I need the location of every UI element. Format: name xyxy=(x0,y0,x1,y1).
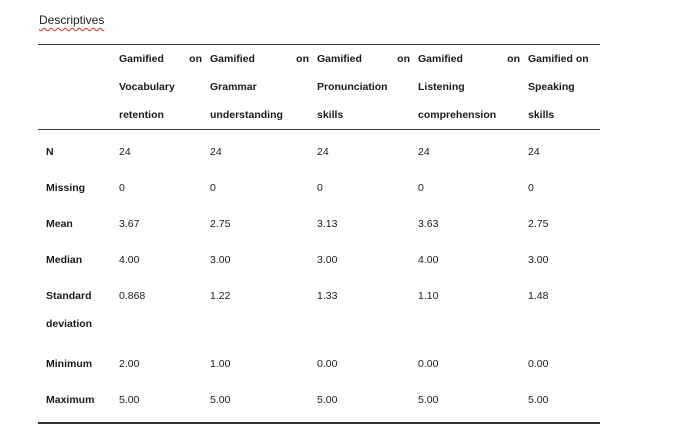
table-cell: 24 xyxy=(210,146,222,158)
row-label: Mean xyxy=(46,218,73,230)
table-cell: 0.868 xyxy=(119,290,146,302)
header-line: retention xyxy=(119,109,164,121)
header-corner xyxy=(38,44,111,130)
table-cell: 24 xyxy=(528,146,540,158)
table-cell: 24 xyxy=(317,146,329,158)
header-line: Pronunciation xyxy=(317,81,388,93)
table-cell: 5.00 xyxy=(520,382,600,424)
header-word: on xyxy=(189,53,202,65)
row-label: N xyxy=(46,146,54,158)
table-cell: 0 xyxy=(317,182,323,194)
header-word: Gamified xyxy=(119,53,164,65)
table-row: Maximum 5.00 5.00 5.00 5.00 5.00 xyxy=(38,382,600,424)
header-line: Grammar xyxy=(210,81,257,93)
table-cell: 0.00 xyxy=(418,358,439,370)
table-cell: 0 xyxy=(119,182,125,194)
column-header: Gamified on Grammar understanding xyxy=(202,44,309,130)
header-line: Vocabulary xyxy=(119,81,175,93)
column-header: Gamified on Speaking skills xyxy=(520,44,600,130)
header-line: Speaking xyxy=(528,81,575,93)
table-cell: 1.10 xyxy=(418,290,439,302)
column-header: Gamified on Vocabulary retention xyxy=(111,44,202,130)
table-row: Median 4.00 3.00 3.00 4.00 3.00 xyxy=(38,242,600,278)
table-cell: 1.00 xyxy=(210,358,231,370)
table-cell: 3.67 xyxy=(119,218,140,230)
header-line: understanding xyxy=(210,109,283,121)
header-line: skills xyxy=(528,109,555,121)
row-label: Missing xyxy=(46,182,86,194)
table-row: Standard deviation 0.868 1.22 1.33 1.10 … xyxy=(38,278,600,346)
table-cell: 1.22 xyxy=(210,290,231,302)
table-cell: 1.33 xyxy=(317,290,338,302)
table-cell: 5.00 xyxy=(410,382,520,424)
table-cell: 3.00 xyxy=(210,254,231,266)
header-word: Gamified on xyxy=(528,53,589,65)
table-cell: 2.00 xyxy=(119,358,140,370)
column-header: Gamified on Listening comprehension xyxy=(410,44,520,130)
row-label: Median xyxy=(46,254,83,266)
table-cell: 2.75 xyxy=(210,218,231,230)
row-label: Standard deviation xyxy=(46,290,93,330)
table-cell: 0 xyxy=(210,182,216,194)
column-header: Gamified on Pronunciation skills xyxy=(309,44,410,130)
table-cell: 24 xyxy=(119,146,131,158)
table-cell: 1.48 xyxy=(528,290,549,302)
table-cell: 3.13 xyxy=(317,218,338,230)
table-cell: 3.63 xyxy=(418,218,439,230)
header-word: on xyxy=(296,53,309,65)
header-word: on xyxy=(397,53,410,65)
header-row: Gamified on Vocabulary retention Gamified… xyxy=(38,44,600,130)
table-cell: 0.00 xyxy=(317,358,338,370)
table-row: Missing 0 0 0 0 0 xyxy=(38,170,600,206)
table-cell: 2.75 xyxy=(528,218,549,230)
table-row: Mean 3.67 2.75 3.13 3.63 2.75 xyxy=(38,206,600,242)
table-cell: 0 xyxy=(418,182,424,194)
table-cell: 3.00 xyxy=(528,254,549,266)
row-label: Maximum xyxy=(38,382,111,424)
header-word: Gamified xyxy=(210,53,255,65)
header-line: Listening xyxy=(418,81,465,93)
header-word: Gamified xyxy=(418,53,463,65)
header-word: on xyxy=(507,53,520,65)
table-cell: 5.00 xyxy=(202,382,309,424)
table-cell: 5.00 xyxy=(309,382,410,424)
descriptives-table: Gamified on Vocabulary retention Gamified… xyxy=(38,44,600,424)
table-cell: 0 xyxy=(528,182,534,194)
header-word: Gamified xyxy=(317,53,362,65)
table-row: N 24 24 24 24 24 xyxy=(38,130,600,171)
header-line: skills xyxy=(317,109,344,121)
table-cell: 3.00 xyxy=(317,254,338,266)
table-cell: 4.00 xyxy=(418,254,439,266)
table-cell: 0.00 xyxy=(528,358,549,370)
row-label: Minimum xyxy=(46,358,93,370)
table-cell: 4.00 xyxy=(119,254,140,266)
doc-title: Descriptives xyxy=(39,13,105,27)
table-row: Minimum 2.00 1.00 0.00 0.00 0.00 xyxy=(38,346,600,382)
table-cell: 5.00 xyxy=(111,382,202,424)
table-cell: 24 xyxy=(418,146,430,158)
header-line: comprehension xyxy=(418,109,497,121)
